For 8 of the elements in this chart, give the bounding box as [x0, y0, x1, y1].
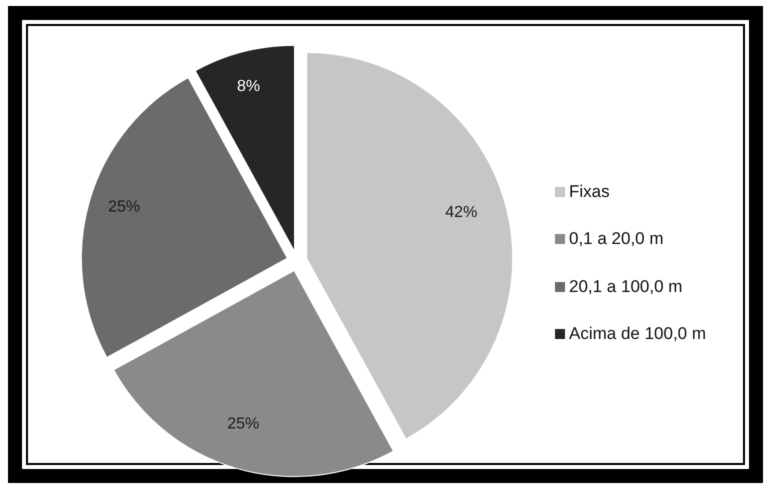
data-label: 25% — [108, 198, 140, 216]
data-label: 8% — [236, 78, 260, 96]
legend-label: 20,1 a 100,0 m — [569, 276, 682, 297]
legend-label: 0,1 a 20,0 m — [569, 229, 664, 250]
legend-label: Fixas — [569, 182, 610, 202]
data-label: 25% — [227, 415, 260, 432]
data-label: 42% — [445, 204, 478, 222]
legend-label: Acima de 100,0 m — [569, 324, 706, 344]
